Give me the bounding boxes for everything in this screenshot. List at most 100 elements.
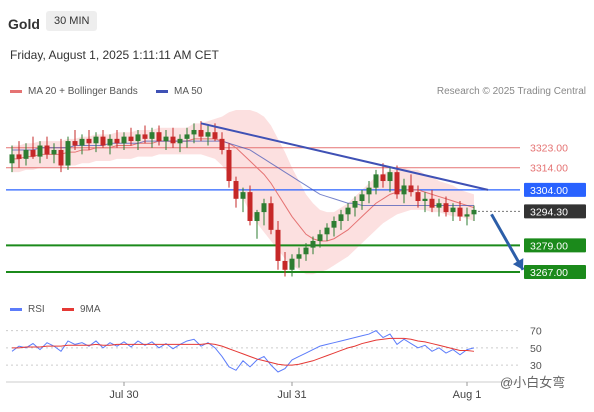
rsi-line [11, 330, 475, 373]
candle-body [254, 212, 260, 221]
candle-body [86, 138, 92, 144]
candle-body [289, 258, 295, 270]
candle [191, 123, 197, 144]
candle-body [303, 247, 309, 255]
candle-body [359, 194, 365, 201]
ma50-label: MA 50 [174, 86, 203, 97]
ma50-swatch [156, 89, 168, 93]
candle-body [93, 136, 99, 144]
candle [317, 229, 323, 248]
legend-rsi: RSI [10, 304, 45, 315]
candle-body [261, 203, 267, 213]
trendline-layer [200, 122, 525, 271]
candle-body [100, 136, 106, 146]
candle [16, 141, 22, 168]
candle-body [156, 132, 162, 142]
candle-body [422, 198, 428, 201]
candle [429, 189, 435, 213]
candle-body [128, 136, 134, 142]
candle [219, 132, 225, 155]
candle [352, 196, 358, 217]
candle [303, 243, 309, 261]
candle-body [121, 136, 127, 144]
candle-body [338, 214, 344, 221]
candle [58, 138, 64, 173]
candle [471, 205, 477, 221]
rsi-tick-label: 70 [530, 326, 542, 338]
candle-body [65, 141, 71, 166]
level-label-resistance: 3323.00 [530, 143, 568, 155]
level-label-current: 3294.30 [530, 206, 568, 218]
x-tick-label: Jul 30 [109, 389, 138, 401]
candle [142, 125, 148, 144]
candle [275, 220, 281, 270]
candle [359, 189, 365, 210]
candle-body [142, 134, 148, 139]
candle-body [163, 136, 169, 142]
candle-body [366, 187, 372, 195]
rsi-label: RSI [28, 304, 45, 315]
candle-body [394, 172, 400, 195]
forecast-arrow-head [512, 258, 524, 270]
candle-body [345, 207, 351, 215]
chart-header: Gold 30 MIN [0, 0, 594, 44]
candle-body [226, 149, 232, 182]
candle-body [79, 138, 85, 146]
candle-body [184, 134, 190, 139]
candle [30, 136, 36, 159]
candle-body [149, 132, 155, 139]
rsi-9ma-line [12, 337, 475, 366]
candle [457, 201, 463, 221]
legend-ma50: MA 50 [156, 86, 202, 97]
levels-layer [6, 147, 520, 274]
candle-body [198, 129, 204, 137]
forecast-arrow-shaft [490, 213, 525, 271]
candle-body [415, 192, 421, 201]
rsi-swatch [10, 307, 22, 311]
candle-body [457, 207, 463, 217]
candle-body [296, 254, 302, 259]
legend-9ma: 9MA [62, 304, 101, 315]
candle [128, 127, 134, 146]
candle [289, 254, 295, 277]
candle [324, 223, 330, 241]
level-label-box [524, 238, 586, 253]
candle [310, 236, 316, 255]
candle [65, 136, 71, 170]
candle-body [373, 174, 379, 188]
candle-body [443, 203, 449, 213]
candle [198, 121, 204, 142]
candle [177, 134, 183, 153]
research-credit: Research © 2025 Trading Central [436, 86, 586, 97]
trend-line [200, 122, 489, 191]
candle [86, 129, 92, 150]
level-label-box [524, 265, 586, 280]
candle-body [16, 154, 22, 159]
candle [107, 134, 113, 155]
timeframe-badge[interactable]: 30 MIN [46, 11, 98, 31]
candle [401, 178, 407, 204]
candle [296, 247, 302, 268]
candle-body [464, 214, 470, 217]
candle-body [177, 138, 183, 144]
candle-body [247, 192, 253, 221]
candle [282, 252, 288, 277]
candle [464, 207, 470, 226]
x-tick-label: Aug 1 [453, 389, 482, 401]
candle [205, 125, 211, 146]
candle [93, 132, 99, 153]
candle [380, 163, 386, 188]
9ma-swatch [62, 307, 74, 311]
timestamp: Friday, August 1, 2025 1:11:11 AM CET [10, 48, 219, 62]
candle [345, 203, 351, 221]
candle [450, 203, 456, 221]
instrument-title: Gold [8, 16, 40, 32]
9ma-label: 9MA [80, 304, 101, 315]
ma20-swatch [10, 89, 22, 93]
candles-layer [9, 121, 477, 277]
candle-body [275, 229, 281, 261]
x-tick-label: Jul 31 [277, 389, 306, 401]
candle-body [450, 207, 456, 213]
candle-body [135, 134, 141, 142]
